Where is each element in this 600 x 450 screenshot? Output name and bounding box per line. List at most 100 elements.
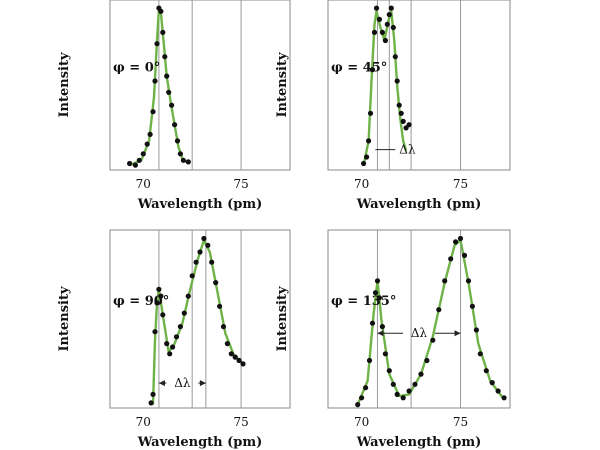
data-point (181, 310, 187, 316)
y-axis-label: Intensity (275, 52, 290, 118)
data-point (154, 41, 160, 47)
data-point (224, 341, 230, 347)
y-axis-label: Intensity (57, 52, 72, 118)
arrow-head-right (199, 380, 206, 387)
data-point (465, 278, 472, 284)
data-point (132, 162, 138, 168)
data-point (371, 29, 378, 35)
data-point (185, 159, 191, 165)
delta-lambda-label: Δλ (411, 326, 428, 340)
chart-phi-90: 70 75 Wavelength (pm) Intensity φ = 90° Δλ (57, 229, 291, 450)
fit-curve (151, 239, 244, 405)
panel-phi-45: 70 75 Wavelength (pm) Intensity φ = 45° Δλ (275, 0, 600, 225)
y-axis-label: Intensity (275, 286, 290, 352)
data-point (489, 380, 495, 386)
data-point (418, 371, 424, 377)
x-tick-label: 70 (354, 415, 369, 429)
data-point (164, 341, 170, 347)
data-point (382, 351, 388, 357)
data-point (394, 391, 400, 397)
plot-frame (109, 229, 291, 409)
data-point (209, 259, 215, 265)
data-point (136, 157, 142, 163)
data-point (355, 402, 361, 408)
data-point (386, 368, 392, 374)
arrow-head-right (454, 330, 461, 337)
data-point (373, 5, 380, 11)
x-tick-label: 70 (136, 177, 151, 191)
data-point (363, 385, 369, 391)
delta-lambda-label: Δλ (174, 376, 191, 390)
y-axis-label: Intensity (57, 286, 72, 352)
data-point (366, 138, 372, 144)
data-point (448, 256, 454, 262)
x-axis-label: Wavelength (pm) (137, 197, 263, 212)
chart-phi-135: 70 75 Wavelength (pm) Intensity φ = 135° Δλ (275, 229, 511, 450)
data-point (400, 118, 406, 124)
data-point (374, 278, 381, 284)
data-point (469, 303, 475, 309)
phi-angle-label: φ = 0° (113, 60, 160, 75)
data-point (390, 381, 396, 387)
x-axis-label: Wavelength (pm) (137, 435, 263, 450)
data-point (147, 131, 153, 137)
x-tick-label: 75 (233, 177, 248, 191)
x-tick-label: 75 (453, 177, 468, 191)
data-point (162, 54, 168, 60)
data-point (392, 54, 398, 60)
data-point (213, 280, 219, 286)
data-point (361, 160, 367, 167)
data-point (158, 293, 164, 299)
data-point (193, 259, 199, 265)
data-point (236, 357, 242, 364)
data-point (173, 334, 180, 340)
data-point (382, 37, 388, 44)
data-point (501, 395, 507, 401)
data-point (205, 242, 211, 248)
data-point (364, 154, 370, 160)
data-point (160, 312, 166, 318)
data-point (473, 327, 479, 333)
data-point (152, 78, 158, 84)
data-point (217, 303, 223, 309)
phi-angle-label: φ = 90° (113, 294, 169, 309)
x-tick-label: 70 (136, 415, 151, 429)
data-point (372, 290, 379, 296)
data-point (156, 286, 162, 292)
data-point (369, 320, 376, 326)
data-point (174, 138, 181, 144)
panel-phi-135: 70 75 Wavelength (pm) Intensity φ = 135° Δλ (275, 225, 600, 450)
data-point (369, 67, 376, 73)
data-point (172, 122, 178, 128)
data-point (398, 110, 404, 116)
data-point (127, 160, 133, 167)
data-point (477, 351, 483, 357)
chart-phi-45: 70 75 Wavelength (pm) Intensity φ = 45° Δλ (275, 0, 511, 212)
panel-phi-0: 70 75 Wavelength (pm) Intensity φ = 0° (0, 0, 300, 225)
data-point (148, 400, 154, 406)
data-point (396, 102, 402, 108)
x-axis-label: Wavelength (pm) (356, 197, 482, 212)
data-point (150, 391, 156, 397)
data-point (197, 249, 203, 255)
data-point (379, 29, 385, 35)
chart-phi-0: 70 75 Wavelength (pm) Intensity φ = 0° (57, 0, 291, 212)
arrow-head-left (158, 380, 165, 387)
data-point (394, 78, 400, 84)
data-point (240, 361, 246, 367)
fit-curve (356, 239, 506, 406)
data-point (406, 388, 412, 394)
data-point (170, 344, 176, 350)
data-point (424, 357, 430, 364)
x-axis-label: Wavelength (pm) (356, 435, 482, 450)
x-tick-label: 75 (453, 415, 468, 429)
plot-frame (327, 0, 511, 171)
data-point (436, 307, 442, 313)
data-point (483, 368, 489, 374)
data-point (166, 89, 172, 95)
data-point (144, 141, 150, 147)
data-point (386, 12, 392, 18)
data-point (158, 8, 164, 14)
data-point (412, 381, 418, 387)
data-point (453, 239, 459, 245)
